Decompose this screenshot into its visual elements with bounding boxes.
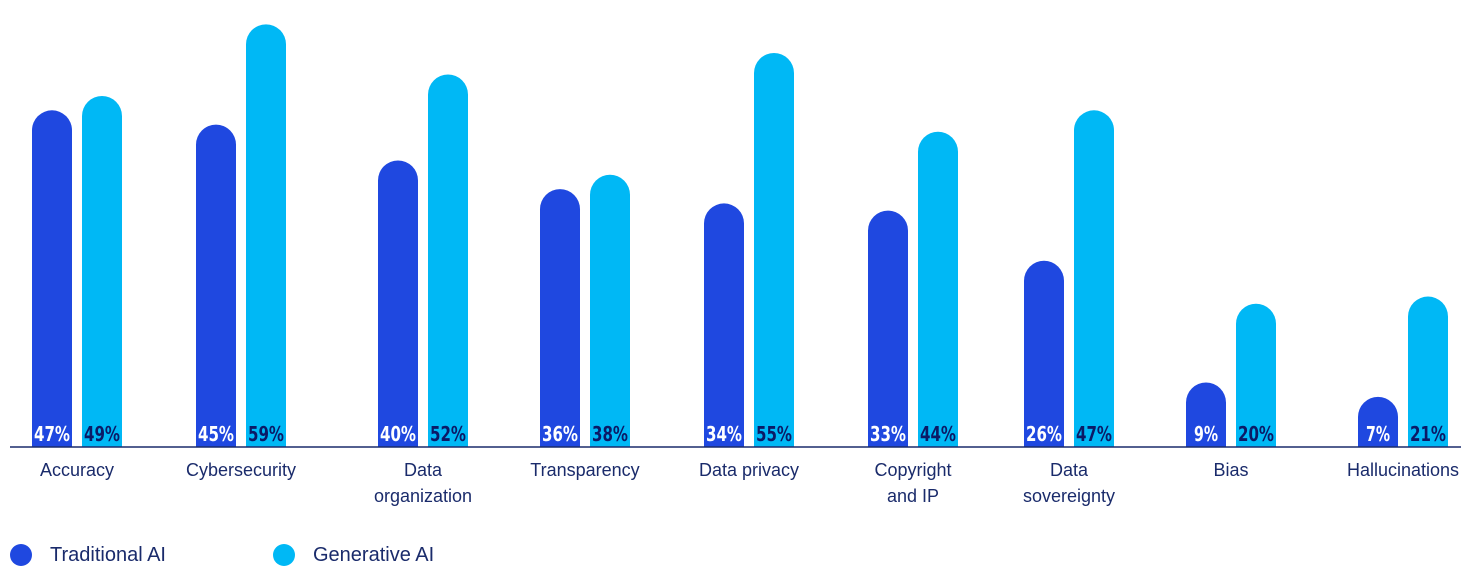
bars-layer: 47% 49% 45% 59% 40% 52% 36% 38% 34% 55% 33% 44% 26% 4… — [32, 24, 1448, 448]
legend: Traditional AI Generative AI — [0, 540, 1461, 578]
bar-generative-6 — [1074, 110, 1114, 447]
category-label-6: Data sovereignty — [1023, 460, 1115, 506]
bar-traditional-3 — [540, 189, 580, 447]
value-label-generative-4: 55% — [756, 422, 792, 446]
value-label-traditional-3: 36% — [542, 422, 578, 446]
legend-swatch-traditional — [10, 544, 32, 566]
bar-traditional-2 — [378, 160, 418, 448]
category-label-8: Hallucinations — [1347, 460, 1459, 480]
category-label-line: Cybersecurity — [186, 460, 296, 480]
value-label-generative-1: 59% — [248, 422, 284, 446]
value-label-traditional-1: 45% — [198, 422, 234, 446]
category-label-4: Data privacy — [699, 460, 799, 480]
category-label-line: Bias — [1213, 460, 1248, 480]
grouped-bar-chart: 47% 49% 45% 59% 40% 52% 36% 38% 34% 55% 33% 44% 26% 4… — [10, 24, 1461, 506]
category-label-line: organization — [374, 486, 472, 506]
category-label-line: Data — [404, 460, 443, 480]
value-label-generative-3: 38% — [592, 422, 628, 446]
value-label-generative-6: 47% — [1076, 422, 1112, 446]
bar-traditional-6 — [1024, 260, 1064, 447]
value-label-traditional-0: 47% — [34, 422, 70, 446]
bar-generative-2 — [428, 74, 468, 448]
value-label-traditional-8: 7% — [1366, 422, 1390, 446]
bar-traditional-1 — [196, 124, 236, 447]
category-label-line: Accuracy — [40, 460, 114, 480]
bar-traditional-7 — [1186, 382, 1226, 447]
value-label-traditional-5: 33% — [870, 422, 906, 446]
category-label-line: sovereignty — [1023, 486, 1115, 506]
value-label-generative-5: 44% — [920, 422, 956, 446]
category-label-line: Transparency — [530, 460, 639, 480]
category-labels-layer: Accuracy Cybersecurity Data organization Tra… — [40, 460, 1459, 506]
legend-swatch-generative — [273, 544, 295, 566]
category-label-5: Copyright and IP — [874, 460, 951, 506]
bar-traditional-8 — [1358, 396, 1398, 447]
category-label-1: Cybersecurity — [186, 460, 296, 480]
bar-generative-4 — [754, 52, 794, 447]
bar-generative-8 — [1408, 296, 1448, 447]
category-label-0: Accuracy — [40, 460, 114, 480]
legend-label-traditional: Traditional AI — [50, 543, 166, 566]
legend-item-generative: Generative AI — [273, 540, 434, 570]
category-label-line: and IP — [887, 486, 939, 506]
bar-generative-0 — [82, 95, 122, 447]
category-label-7: Bias — [1213, 460, 1248, 480]
bar-traditional-4 — [704, 203, 744, 447]
value-label-generative-2: 52% — [430, 422, 466, 446]
bar-traditional-5 — [868, 210, 908, 447]
category-label-3: Transparency — [530, 460, 639, 480]
value-label-generative-0: 49% — [84, 422, 120, 446]
bar-generative-3 — [590, 174, 630, 447]
category-label-line: Copyright — [874, 460, 951, 480]
bar-generative-1 — [246, 24, 286, 447]
value-label-traditional-4: 34% — [706, 422, 742, 446]
category-label-line: Data — [1050, 460, 1089, 480]
value-label-generative-7: 20% — [1238, 422, 1274, 446]
legend-item-traditional: Traditional AI — [10, 540, 166, 570]
value-label-generative-8: 21% — [1410, 422, 1446, 446]
value-label-traditional-7: 9% — [1194, 422, 1218, 446]
bar-traditional-0 — [32, 110, 72, 447]
category-label-2: Data organization — [374, 460, 472, 506]
bar-generative-5 — [918, 131, 958, 448]
legend-label-generative: Generative AI — [313, 543, 435, 566]
category-label-line: Hallucinations — [1347, 460, 1459, 480]
bar-generative-7 — [1236, 303, 1276, 447]
category-label-line: Data privacy — [699, 460, 799, 480]
value-label-traditional-6: 26% — [1026, 422, 1062, 446]
value-label-traditional-2: 40% — [380, 422, 416, 446]
